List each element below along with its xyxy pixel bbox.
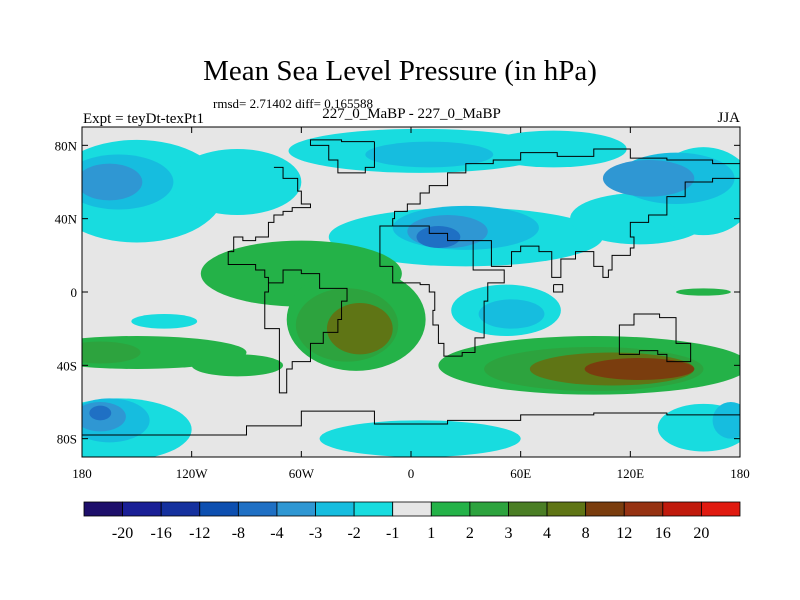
field-6-blob-0 — [326, 303, 393, 355]
field-0-blob-3 — [173, 149, 302, 215]
colorbar-swatch-1 — [122, 501, 162, 517]
colorbar-label-13: 12 — [616, 525, 632, 542]
coastlines — [82, 139, 740, 436]
field-3-blob-0 — [416, 226, 461, 248]
experiment-label: Expt = teyDt-texPt1 — [83, 111, 204, 127]
x-tick-label-1: 120W — [176, 466, 209, 481]
colorbar-swatch-6 — [315, 501, 355, 517]
pressure-fields — [82, 128, 740, 457]
colorbar-swatch-4 — [237, 501, 278, 517]
field-7-blob-0 — [584, 358, 695, 380]
colorbar-label-9: 2 — [466, 525, 474, 542]
colorbar-swatch-13 — [585, 501, 625, 517]
colorbar-swatch-14 — [623, 501, 664, 517]
colorbar-swatch-10 — [469, 501, 509, 517]
field-0-blob-11 — [131, 314, 198, 329]
x-tick-label-0: 180 — [72, 466, 92, 481]
field-2-blob-2 — [602, 160, 695, 197]
colorbar-label-8: 1 — [427, 525, 435, 542]
colorbar-swatch-11 — [508, 501, 548, 517]
x-tick-label-5: 120E — [617, 466, 645, 481]
colorbar: -20 -16 -12 -8 -4 -3 -2 -1 1 2 3 4 8 12 16 20 — [83, 501, 741, 542]
coastline-3 — [379, 225, 505, 357]
y-tick-label-0: 80N — [55, 138, 78, 153]
colorbar-label-12: 8 — [582, 525, 590, 542]
field-5-blob-1 — [82, 341, 141, 364]
coastline-1 — [227, 166, 348, 394]
coastline-2 — [392, 148, 740, 227]
colorbar-label-6: -2 — [347, 525, 360, 542]
colorbar-swatch-9 — [430, 501, 471, 517]
x-tick-label-3: 0 — [408, 466, 415, 481]
colorbar-label-3: -8 — [232, 525, 245, 542]
y-tick-label-1: 40N — [55, 212, 78, 227]
coastline-4 — [473, 171, 740, 278]
colorbar-swatch-2 — [160, 501, 201, 517]
colorbar-swatch-5 — [276, 501, 316, 517]
coastline-5 — [618, 313, 692, 363]
colorbar-label-14: 16 — [655, 525, 671, 542]
colorbar-label-11: 4 — [543, 525, 551, 542]
colorbar-label-10: 3 — [504, 525, 512, 542]
field-1-blob-0 — [365, 141, 494, 168]
y-tick-label-4: 80S — [57, 432, 77, 447]
comparison-label: 227_0_MaBP - 227_0_MaBP — [322, 106, 501, 122]
colorbar-label-2: -12 — [189, 525, 210, 542]
colorbar-swatch-15 — [662, 501, 702, 517]
colorbar-label-1: -16 — [151, 525, 172, 542]
y-axis: 80N 40N 0 40S 80S — [55, 138, 740, 447]
coastline-0 — [309, 139, 375, 174]
season-label: JJA — [717, 110, 740, 126]
field-1-blob-4 — [478, 299, 545, 329]
colorbar-swatch-3 — [199, 501, 239, 517]
coastline-7 — [553, 284, 564, 293]
chart-subtitle: rmsd= 2.71402 diff= 0.165588 — [213, 96, 373, 111]
chart-title: Mean Sea Level Pressure (in hPa) — [203, 55, 597, 87]
y-tick-label-2: 0 — [71, 285, 78, 300]
colorbar-swatch-0 — [83, 501, 123, 517]
x-tick-label-4: 60E — [510, 466, 531, 481]
coastline-6 — [82, 410, 740, 436]
colorbar-swatch-7 — [353, 501, 394, 517]
colorbar-label-0: -20 — [112, 525, 133, 542]
x-tick-label-6: 180 — [730, 466, 750, 481]
y-tick-label-3: 40S — [57, 358, 77, 373]
colorbar-swatch-12 — [546, 501, 587, 517]
field-0-blob-9 — [319, 420, 521, 457]
colorbar-swatch-16 — [701, 501, 741, 517]
field-4-blob-4 — [191, 354, 284, 377]
colorbar-label-15: 20 — [693, 525, 709, 542]
field-3-blob-1 — [89, 405, 112, 421]
field-1-blob-6 — [712, 402, 740, 439]
field-0-blob-1 — [480, 130, 627, 168]
field-4-blob-5 — [676, 288, 731, 296]
x-tick-label-2: 60W — [289, 466, 315, 481]
colorbar-label-4: -4 — [270, 525, 283, 542]
colorbar-swatch-8 — [392, 501, 432, 517]
colorbar-label-7: -1 — [386, 525, 399, 542]
x-axis: 180 120W 60W 0 60E 120E 180 — [72, 127, 750, 481]
field-2-blob-0 — [82, 163, 143, 201]
colorbar-label-5: -3 — [309, 525, 322, 542]
